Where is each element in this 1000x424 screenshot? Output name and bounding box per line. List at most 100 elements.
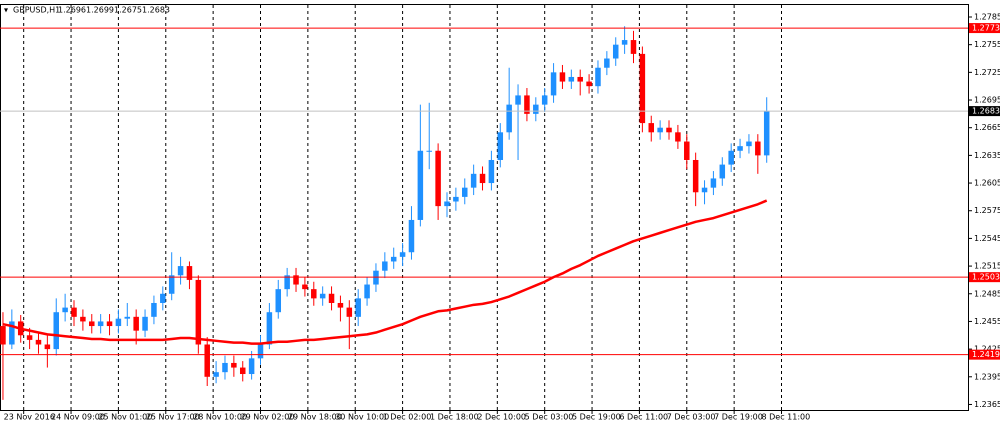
x-tick-label: 29 Nov 02:00 xyxy=(241,413,295,422)
candle-body xyxy=(133,316,139,331)
candle-body xyxy=(44,344,51,350)
y-tick-label: 1.2725 xyxy=(974,68,1000,77)
candle-body xyxy=(239,367,246,375)
candle-body xyxy=(533,104,539,114)
candle-body xyxy=(382,261,388,271)
y-tick-label: 1.2635 xyxy=(974,151,1000,160)
candle-body xyxy=(399,252,406,257)
candle-body xyxy=(559,72,566,82)
candle-body xyxy=(479,173,486,184)
candle-body xyxy=(257,344,264,359)
candle-body xyxy=(355,298,361,317)
candle-body xyxy=(710,178,717,188)
x-tick-label: 1 Dec 02:00 xyxy=(383,413,432,422)
candle-body xyxy=(763,111,770,156)
y-tick-label: 1.2575 xyxy=(974,206,1000,215)
candle-body xyxy=(346,307,353,317)
candle-body xyxy=(719,164,726,179)
candle-body xyxy=(275,289,282,313)
candle-body xyxy=(612,44,619,59)
x-tick-label: 30 Nov 10:00 xyxy=(335,413,389,422)
candle-body xyxy=(124,316,131,319)
candle-body xyxy=(417,150,424,220)
x-tick-label: 7 Dec 03:00 xyxy=(667,413,716,422)
candle-body xyxy=(604,58,610,68)
candle-body xyxy=(231,362,237,368)
candle-body xyxy=(755,141,761,156)
y-tick-label: 1.2425 xyxy=(974,345,1000,354)
y-tick-label: 1.2515 xyxy=(974,262,1000,271)
candle-body xyxy=(204,344,210,377)
candle-body xyxy=(426,150,432,152)
candle-body xyxy=(53,312,59,350)
candle-body xyxy=(737,146,743,151)
candle-body xyxy=(692,159,699,193)
candle-body xyxy=(621,40,628,45)
candle-body xyxy=(630,40,637,54)
y-tick-label: 1.2605 xyxy=(974,179,1000,188)
candle-body xyxy=(186,266,193,280)
candle-body xyxy=(168,275,175,294)
y-tick-label: 1.2695 xyxy=(974,96,1000,105)
ohlc-value: 1.2675 xyxy=(114,6,142,15)
candle-body xyxy=(177,266,184,276)
x-tick-label: 29 Nov 18:00 xyxy=(288,413,342,422)
candle-body xyxy=(337,302,344,308)
candle-body xyxy=(266,312,273,345)
candle-body xyxy=(515,95,521,105)
candle-body xyxy=(666,127,672,133)
bid-tag xyxy=(969,106,1000,117)
y-tick-label: 1.2665 xyxy=(974,123,1000,132)
level-tag xyxy=(969,272,1000,283)
candle-body xyxy=(160,293,166,303)
plot-frame xyxy=(0,4,969,411)
x-tick-label: 7 Dec 19:00 xyxy=(714,413,763,422)
candle-body xyxy=(462,187,468,197)
level-label: 1.2773 xyxy=(972,24,1000,33)
candle-body xyxy=(648,123,655,133)
ohlc-value: 1.2699 xyxy=(86,6,114,15)
level-label: 1.2503 xyxy=(972,273,1000,282)
ohlc-value: 1.2696 xyxy=(58,6,86,15)
candle-body xyxy=(701,187,708,193)
candle-body xyxy=(106,321,113,327)
candle-body xyxy=(470,173,477,188)
candle-body xyxy=(62,307,68,313)
candle-body xyxy=(151,302,157,317)
candle-body xyxy=(142,316,148,331)
candle-body xyxy=(328,293,335,303)
candle-body xyxy=(595,67,601,87)
candle-body xyxy=(453,196,459,202)
candle-body xyxy=(684,141,690,160)
moving-average xyxy=(2,199,768,345)
candle-body xyxy=(35,339,42,345)
y-tick-label: 1.2485 xyxy=(974,289,1000,298)
menu-arrow[interactable]: ▾ xyxy=(4,6,8,15)
candle-body xyxy=(293,275,299,285)
candle-body xyxy=(506,104,512,133)
level-tag xyxy=(969,23,1000,34)
candle-body xyxy=(639,53,646,124)
candle-body xyxy=(248,358,255,375)
candle-body xyxy=(319,293,326,299)
candle-body xyxy=(115,318,122,327)
candle-body xyxy=(195,279,202,345)
candle-body xyxy=(497,132,504,160)
candle-body xyxy=(284,275,290,290)
candle-body xyxy=(657,127,663,133)
candle-body xyxy=(524,95,530,114)
candle-body xyxy=(577,76,583,82)
candle-body xyxy=(71,307,77,317)
ohlc-value: 1.2683 xyxy=(142,6,170,15)
y-tick-label: 1.2785 xyxy=(974,12,1000,21)
candle-body xyxy=(97,321,104,327)
candle-body xyxy=(568,76,575,82)
x-tick-label: 1 Dec 18:00 xyxy=(430,413,479,422)
candle-body xyxy=(9,321,15,345)
bid-label: 1.2683 xyxy=(972,107,1000,116)
candle-body xyxy=(222,362,228,373)
y-tick-label: 1.2455 xyxy=(974,317,1000,326)
level-label: 1.2419 xyxy=(972,350,1000,359)
candle-body xyxy=(390,256,397,262)
